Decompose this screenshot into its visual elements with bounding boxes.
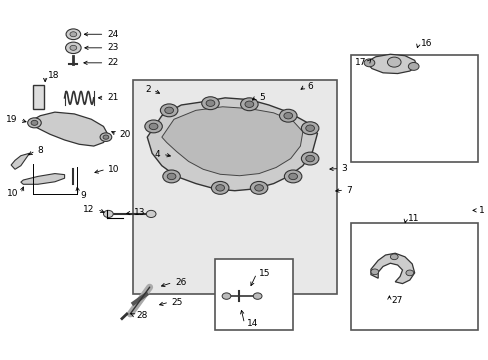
Circle shape	[160, 104, 178, 117]
Text: 28: 28	[136, 311, 147, 320]
Polygon shape	[21, 174, 64, 184]
Circle shape	[253, 293, 262, 299]
Circle shape	[164, 107, 173, 113]
Circle shape	[305, 156, 314, 162]
Text: 24: 24	[107, 30, 118, 39]
Circle shape	[370, 269, 378, 275]
Text: 2: 2	[145, 85, 150, 94]
Circle shape	[215, 185, 224, 191]
Polygon shape	[162, 107, 302, 176]
Circle shape	[211, 181, 228, 194]
Circle shape	[301, 122, 318, 135]
Text: 22: 22	[107, 58, 118, 67]
Text: 8: 8	[38, 146, 43, 155]
Circle shape	[407, 63, 418, 70]
Text: 15: 15	[259, 269, 270, 278]
Circle shape	[386, 57, 400, 67]
Circle shape	[103, 210, 113, 217]
Polygon shape	[147, 98, 317, 191]
Text: 14: 14	[246, 319, 258, 328]
Bar	[351, 223, 477, 330]
Circle shape	[284, 112, 292, 119]
Bar	[132, 80, 336, 294]
Text: 21: 21	[107, 93, 118, 102]
Text: 18: 18	[47, 71, 59, 80]
Bar	[215, 258, 292, 330]
Text: 13: 13	[134, 208, 145, 217]
Text: 23: 23	[107, 43, 118, 52]
Circle shape	[254, 185, 263, 191]
Circle shape	[70, 45, 77, 50]
Circle shape	[405, 270, 413, 276]
Circle shape	[146, 210, 156, 217]
Text: 3: 3	[341, 164, 347, 173]
Circle shape	[144, 120, 162, 133]
Text: 16: 16	[420, 39, 431, 48]
Circle shape	[301, 152, 318, 165]
Circle shape	[31, 120, 38, 125]
Circle shape	[201, 97, 219, 110]
Text: 26: 26	[175, 278, 186, 287]
Text: 17: 17	[354, 58, 366, 67]
Text: 11: 11	[407, 214, 419, 223]
Bar	[33, 85, 43, 109]
Circle shape	[100, 133, 112, 141]
Text: 10: 10	[108, 165, 120, 174]
Text: 27: 27	[391, 296, 403, 305]
Circle shape	[305, 125, 314, 131]
Polygon shape	[11, 153, 30, 169]
Circle shape	[163, 170, 180, 183]
Circle shape	[222, 293, 230, 299]
Circle shape	[240, 98, 258, 111]
Text: 19: 19	[6, 116, 18, 125]
Polygon shape	[366, 54, 416, 73]
Circle shape	[28, 118, 41, 128]
Circle shape	[65, 42, 81, 54]
Text: 7: 7	[346, 185, 352, 194]
Circle shape	[250, 181, 267, 194]
Circle shape	[70, 32, 77, 37]
Circle shape	[389, 254, 397, 260]
Circle shape	[244, 101, 253, 108]
Text: 20: 20	[119, 130, 131, 139]
Circle shape	[288, 173, 297, 180]
Text: 10: 10	[7, 189, 19, 198]
Circle shape	[284, 170, 301, 183]
Text: 4: 4	[154, 150, 160, 159]
Circle shape	[364, 59, 374, 67]
Polygon shape	[370, 253, 414, 284]
Circle shape	[66, 29, 81, 40]
Polygon shape	[30, 112, 108, 146]
Circle shape	[103, 135, 109, 139]
Circle shape	[279, 109, 296, 122]
Text: 5: 5	[259, 93, 264, 102]
Circle shape	[149, 123, 158, 130]
Bar	[351, 55, 477, 162]
Circle shape	[205, 100, 214, 107]
Circle shape	[167, 173, 176, 180]
Text: 1: 1	[478, 206, 484, 215]
Text: 12: 12	[83, 205, 95, 214]
Text: 6: 6	[307, 82, 313, 91]
Text: 9: 9	[81, 190, 86, 199]
Text: 25: 25	[171, 298, 183, 307]
